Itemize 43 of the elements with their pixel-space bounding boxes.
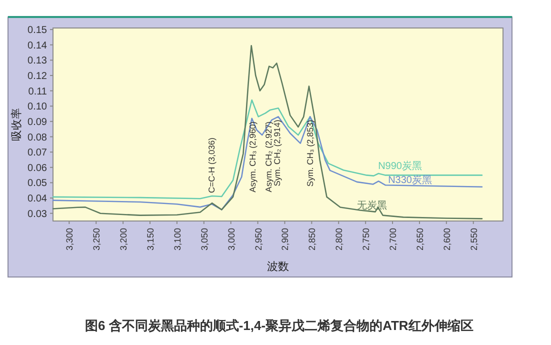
x-tick-label: 2,950 bbox=[253, 228, 264, 251]
x-tick-label: 2,900 bbox=[280, 228, 290, 251]
y-tick-label: 0.10 bbox=[28, 102, 48, 113]
y-tick-label: 0.07 bbox=[28, 148, 48, 159]
x-tick-label: 2,550 bbox=[468, 228, 479, 251]
x-tick-label: 3,050 bbox=[199, 228, 210, 251]
x-tick-label: 2,700 bbox=[388, 228, 398, 251]
annotation: Sym. CH₂ (2,914) bbox=[272, 120, 282, 186]
series-label: 无炭黑 bbox=[356, 200, 387, 212]
x-tick-label: 3,150 bbox=[146, 228, 156, 251]
x-tick-label: 2,600 bbox=[442, 228, 452, 251]
line-series bbox=[52, 44, 483, 220]
line-series bbox=[52, 99, 483, 200]
y-tick-label: 0.04 bbox=[28, 194, 48, 205]
y-tick-label: 0.15 bbox=[28, 25, 48, 36]
series-label: N330炭黑 bbox=[388, 174, 432, 186]
x-tick-label: 2,800 bbox=[334, 228, 344, 251]
annotation: C=C-H (3,036) bbox=[206, 137, 216, 194]
series-label: N990炭黑 bbox=[378, 160, 422, 172]
x-axis-title: 波数 bbox=[267, 260, 289, 273]
annotation: Asym. CH₃ (2,960) bbox=[247, 121, 258, 192]
annotation: Asym. CH₂ (2,927) bbox=[264, 121, 274, 192]
x-tick-label: 2,650 bbox=[414, 228, 425, 251]
x-tick-label: 3,000 bbox=[226, 228, 236, 251]
x-tick-label: 2,750 bbox=[361, 228, 372, 251]
y-tick-label: 0.03 bbox=[28, 208, 48, 220]
line-series bbox=[52, 116, 483, 210]
x-tick-label: 2,850 bbox=[307, 228, 318, 251]
y-tick-label: 0.08 bbox=[28, 132, 48, 144]
y-tick-label: 0.05 bbox=[28, 178, 48, 190]
y-tick-label: 0.11 bbox=[28, 86, 48, 98]
y-tick-label: 0.09 bbox=[28, 116, 48, 128]
x-tick-label: 3,200 bbox=[118, 228, 129, 251]
x-tick-label: 3,250 bbox=[92, 228, 102, 251]
x-tick-label: 3,100 bbox=[172, 228, 182, 251]
y-tick-label: 0.14 bbox=[28, 40, 48, 52]
x-tick-label: 3,300 bbox=[64, 228, 75, 251]
text: 图6 含不同炭黑品种的顺式-1,4-聚异戊二烯复合物的ATR红外伸缩区 bbox=[85, 318, 474, 333]
y-axis-title: 吸收率 bbox=[10, 108, 23, 141]
y-tick-label: 0.12 bbox=[28, 70, 48, 82]
y-tick-label: 0.13 bbox=[28, 56, 48, 67]
annotation: Sym. CH₃ (2,853) bbox=[305, 120, 316, 187]
y-tick-label: 0.06 bbox=[28, 162, 48, 174]
